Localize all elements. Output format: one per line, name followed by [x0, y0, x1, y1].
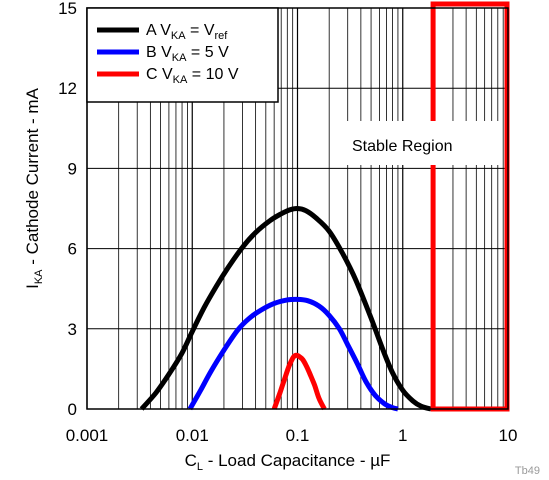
series-line-C: [271, 352, 327, 411]
y-tick-labels: 0 3 6 9 12 15: [58, 0, 77, 419]
y-tick-label: 0: [68, 400, 77, 419]
x-axis-title-main: C: [185, 451, 197, 470]
y-axis-title-main: I: [23, 284, 42, 289]
y-axis-title-sub: KA: [33, 269, 45, 284]
y-axis-title-rest: - Cathode Current - mA: [23, 87, 42, 269]
x-axis-title: CL - Load Capacitance - µF: [185, 451, 391, 473]
x-tick-label: 0.1: [286, 426, 310, 445]
legend-label-A: A VKA = Vref: [146, 22, 228, 42]
stable-region-group: Stable Region: [340, 1, 510, 412]
y-axis-title: IKA - Cathode Current - mA: [23, 87, 45, 288]
y-tick-label: 9: [68, 159, 77, 178]
legend-label-C: C VKA = 10 V: [146, 66, 239, 86]
x-tick-label: 1: [398, 426, 407, 445]
y-tick-label: 12: [58, 79, 77, 98]
legend-label-B: B VKA = 5 V: [146, 44, 229, 64]
x-tick-label: 0.001: [66, 426, 109, 445]
stable-region-box: [430, 1, 510, 412]
x-axis-title-sub: L: [197, 461, 203, 473]
series-line-A: [139, 205, 432, 412]
x-tick-label: 10: [499, 426, 518, 445]
series-curves: [139, 205, 432, 412]
x-tick-label: 0.01: [176, 426, 209, 445]
y-tick-label: 3: [68, 320, 77, 339]
plot-frame: [86, 7, 509, 410]
legend-box: [86, 7, 279, 103]
x-tick-labels: 0.001 0.01 0.1 1 10: [66, 426, 518, 445]
stable-region-label-bg: [340, 121, 500, 165]
figure-id: Tb49: [515, 465, 540, 477]
x-axis-title-rest: - Load Capacitance - µF: [203, 451, 390, 470]
y-tick-label: 6: [68, 240, 77, 259]
stable-region-label: Stable Region: [352, 138, 453, 155]
y-tick-label: 15: [58, 0, 77, 18]
series-line-B: [187, 296, 399, 412]
